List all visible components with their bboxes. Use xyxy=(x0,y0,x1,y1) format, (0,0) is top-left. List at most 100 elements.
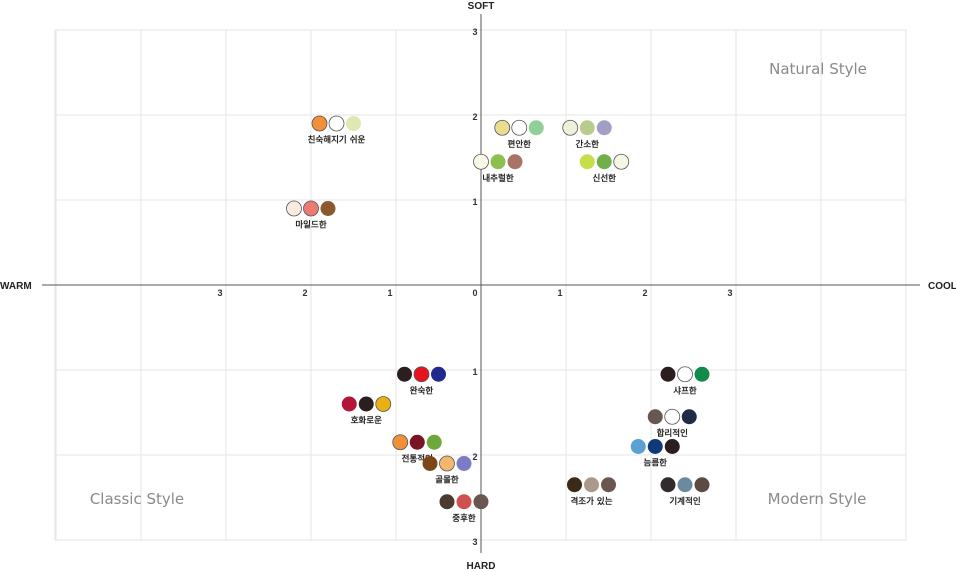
color-group: 호화로운 xyxy=(341,396,392,426)
color-group: 편안한 xyxy=(494,119,544,150)
color-swatch xyxy=(579,120,595,136)
color-group: 합리적인 xyxy=(647,408,697,439)
color-swatch xyxy=(409,434,425,450)
color-group: 늠름한 xyxy=(630,439,680,469)
group-label: 늠름한 xyxy=(644,458,668,469)
color-swatch xyxy=(677,477,693,493)
color-swatch xyxy=(664,439,680,454)
color-group: 기계적인 xyxy=(660,477,710,507)
color-swatch xyxy=(677,366,693,383)
group-label: 신선한 xyxy=(593,173,617,184)
x-tick-label: 0 xyxy=(472,288,477,298)
tick-labels: 3 2 1 0 1 2 3 3 2 1 1 2 3 xyxy=(217,27,732,547)
x-tick-label: 2 xyxy=(302,288,307,298)
quadrant-label-classic: Classic Style xyxy=(90,490,184,508)
color-group: 신선한 xyxy=(579,153,630,184)
group-label: 격조가 있는 xyxy=(570,496,612,507)
group-label: 기계적인 xyxy=(669,496,700,507)
group-label: 간소한 xyxy=(576,139,600,150)
color-swatch xyxy=(694,366,710,382)
color-swatch xyxy=(341,396,357,412)
color-swatch xyxy=(613,153,630,170)
color-group: 전통적인 xyxy=(392,434,442,464)
color-swatch xyxy=(681,409,697,425)
group-label: 샤프한 xyxy=(673,385,697,396)
color-swatch xyxy=(397,366,412,382)
color-group: 내추럴한 xyxy=(473,153,523,184)
color-swatch xyxy=(647,409,663,425)
color-swatch xyxy=(490,154,506,170)
color-swatch xyxy=(528,120,544,136)
color-swatch xyxy=(439,494,455,510)
quadrant-labels: Natural Style Classic Style Modern Style xyxy=(90,60,867,508)
x-tick-label: 1 xyxy=(557,288,562,298)
group-label: 합리적인 xyxy=(657,428,688,439)
color-swatch xyxy=(694,477,710,493)
color-swatch xyxy=(439,455,455,472)
y-tick-label: 3 xyxy=(472,537,477,547)
group-label: 마일드한 xyxy=(295,220,326,231)
color-swatch xyxy=(630,439,646,454)
color-swatch xyxy=(311,115,328,132)
color-swatch xyxy=(456,456,472,471)
x-axis-right-label: COOL xyxy=(928,281,956,292)
color-group: 마일드한 xyxy=(286,200,336,231)
color-swatch xyxy=(596,120,612,136)
color-swatch xyxy=(584,477,599,493)
group-label: 친숙해지기 쉬운 xyxy=(308,135,366,146)
color-swatch xyxy=(473,494,489,510)
color-swatch xyxy=(567,477,582,493)
group-label: 편안한 xyxy=(508,139,532,150)
group-label: 호화로운 xyxy=(351,415,382,426)
color-group: 친숙해지기 쉬운 xyxy=(308,115,366,146)
quadrant-label-natural: Natural Style xyxy=(769,60,867,78)
x-tick-label: 3 xyxy=(727,288,732,298)
color-swatch xyxy=(431,366,446,382)
group-label: 중후한 xyxy=(452,513,476,524)
color-swatch xyxy=(413,366,430,383)
color-swatch xyxy=(346,116,361,131)
color-group: 간소한 xyxy=(562,119,612,150)
color-swatch xyxy=(579,154,595,170)
y-axis-top-label: SOFT xyxy=(468,1,495,12)
x-axis-left-label: WARM xyxy=(0,281,32,292)
color-swatch xyxy=(664,408,681,425)
color-swatch xyxy=(286,200,302,217)
x-tick-label: 2 xyxy=(642,288,647,298)
color-group: 중후한 xyxy=(439,494,489,524)
x-tick-label: 1 xyxy=(387,288,392,298)
quadrant-label-modern: Modern Style xyxy=(768,490,867,508)
color-swatch xyxy=(375,396,392,412)
color-swatch xyxy=(507,154,523,170)
color-swatch xyxy=(647,439,663,454)
color-swatch xyxy=(511,119,528,136)
color-swatch xyxy=(422,456,438,471)
color-swatch xyxy=(660,477,676,493)
color-swatch xyxy=(596,154,612,170)
color-swatch xyxy=(473,153,489,170)
color-group: 샤프한 xyxy=(660,366,710,396)
color-swatch xyxy=(426,434,442,450)
x-tick-label: 3 xyxy=(217,288,222,298)
color-swatch xyxy=(456,494,472,510)
group-label: 골몰한 xyxy=(435,475,459,486)
y-tick-label: 1 xyxy=(472,367,477,377)
color-swatch xyxy=(601,477,616,493)
group-label: 완숙한 xyxy=(410,385,434,396)
color-group: 골몰한 xyxy=(422,455,472,486)
color-swatch xyxy=(303,200,319,217)
y-tick-label: 1 xyxy=(472,197,477,207)
y-tick-label: 2 xyxy=(472,112,477,122)
color-swatch xyxy=(358,396,374,412)
color-swatch xyxy=(392,434,409,451)
y-axis-bottom-label: HARD xyxy=(467,561,496,572)
color-swatch xyxy=(494,119,511,136)
color-swatch xyxy=(320,201,336,216)
group-label: 전통적인 xyxy=(402,453,433,464)
color-swatch xyxy=(660,366,676,382)
color-swatch xyxy=(328,115,345,132)
y-tick-label: 2 xyxy=(472,452,477,462)
